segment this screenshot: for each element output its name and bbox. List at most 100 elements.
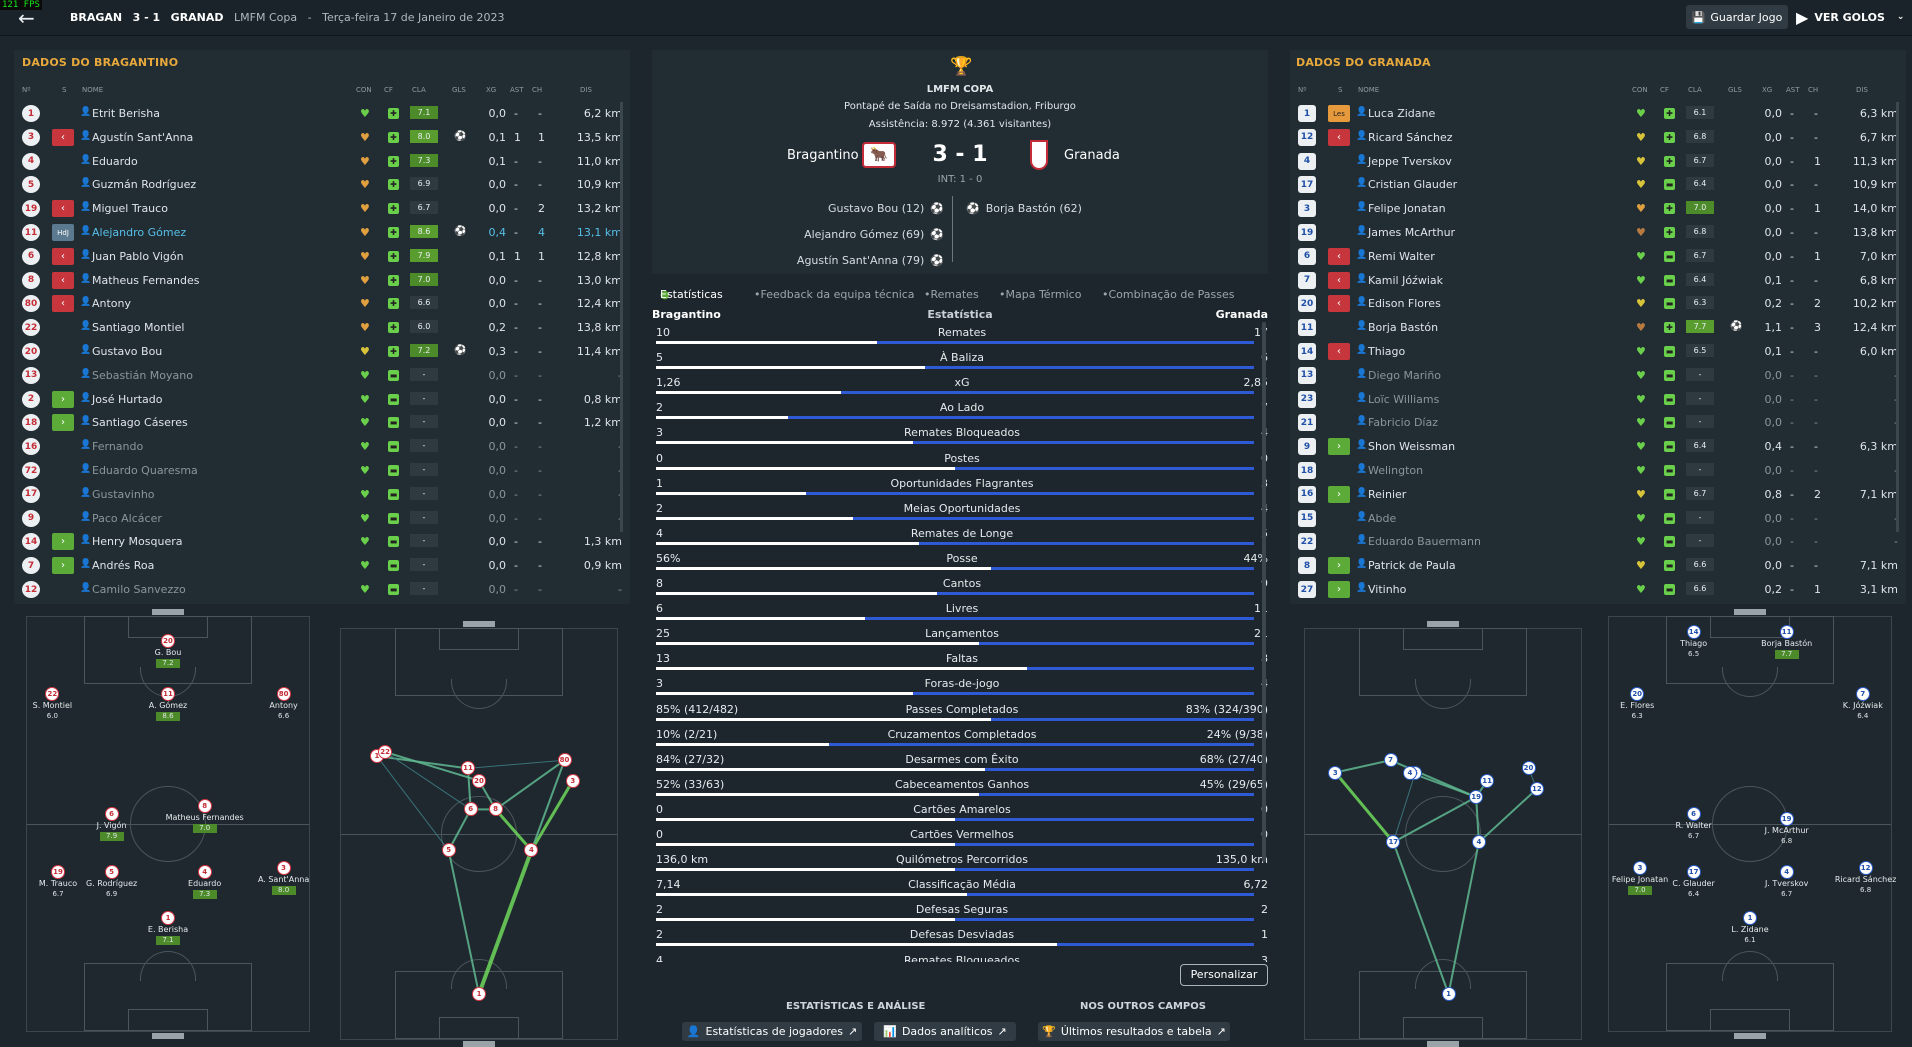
player-row[interactable]: 9👤Paco Alcácer♥▬-0,0--- xyxy=(22,507,622,530)
player-name[interactable]: Etrit Berisha xyxy=(92,107,160,120)
player-token[interactable]: 22 xyxy=(45,687,60,702)
pass-node[interactable]: 1 xyxy=(472,986,486,1001)
player-row[interactable]: 23👤Loïc Williams♥▬-0,0--- xyxy=(1298,388,1898,411)
pass-node[interactable]: 3 xyxy=(565,773,580,788)
player-row[interactable]: 21👤Fabricio Díaz♥▬-0,0--- xyxy=(1298,411,1898,434)
player-name[interactable]: Sebastián Moyano xyxy=(92,368,193,382)
player-name[interactable]: Edison Flores xyxy=(1368,297,1441,311)
player-row[interactable]: 13👤Sebastián Moyano♥▬-0,0--- xyxy=(22,364,622,387)
tab-heatmap[interactable]: • Mapa Térmico xyxy=(999,288,1082,301)
player-row[interactable]: 6 ‹ 👤 Juan Pablo Vigón ♥ ✚ 7.9 0,1 1 1 12,8 km xyxy=(22,245,622,268)
player-token[interactable]: 7 xyxy=(1855,687,1870,702)
table-scrollbar[interactable] xyxy=(620,102,623,532)
player-name[interactable]: Jeppe Tverskov xyxy=(1368,154,1452,168)
player-row[interactable]: 19 👤 James McArthur ♥ ✚ 6.8 0,0- -13,8 km xyxy=(1298,221,1898,244)
player-row[interactable]: 3 👤 Felipe Jonatan ♥ ✚ 7.0 0,0- 1 14,0 km xyxy=(1298,197,1898,220)
pass-node[interactable]: 12 xyxy=(1529,781,1544,796)
player-row[interactable]: 27 › 👤 Vitinho ♥ ▬ 6.6 0,2- 1 3,1 km xyxy=(1298,578,1898,601)
player-token[interactable]: 20 xyxy=(161,633,175,648)
player-name[interactable]: Santiago Montiel xyxy=(92,321,185,335)
player-row[interactable]: 4 👤 Jeppe Tverskov ♥ ✚ 6.7 0,0- 1 11,3 km xyxy=(1298,150,1898,173)
player-name[interactable]: Welington xyxy=(1368,464,1424,477)
player-row[interactable]: 16 › 👤 Reinier ♥ ▬ 6.7 0,8- 2 7,1 km xyxy=(1298,483,1898,506)
player-row[interactable]: 7 ‹ 👤 Kamil Jóźwiak ♥ ▬ 6.4 0,1- -6,8 km xyxy=(1298,269,1898,292)
player-token[interactable]: 11 xyxy=(1779,625,1794,640)
player-name[interactable]: Ricard Sánchez xyxy=(1368,130,1453,144)
player-token[interactable]: 3 xyxy=(1633,861,1648,876)
player-name[interactable]: Patrick de Paula xyxy=(1368,559,1456,573)
player-row[interactable]: 13👤Diego Mariño♥▬-0,0--- xyxy=(1298,364,1898,387)
player-name[interactable]: Andrés Roa xyxy=(92,559,155,573)
player-token[interactable]: 1 xyxy=(1743,910,1757,925)
player-row[interactable]: 11 👤 Borja Bastón ♥ ✚ 7.7 ⚽ 1,1- 3 12,4 km xyxy=(1298,316,1898,339)
player-token[interactable]: 4 xyxy=(1779,865,1794,880)
player-token[interactable]: 19 xyxy=(1779,811,1794,826)
player-token[interactable]: 17 xyxy=(1686,865,1701,880)
player-token[interactable]: 14 xyxy=(1686,625,1701,640)
player-name[interactable]: Camilo Sanvezzo xyxy=(92,583,186,596)
player-row[interactable]: 80 ‹ 👤 Antony ♥ ✚ 6.6 0,0- -12,4 km xyxy=(22,292,622,315)
pass-node[interactable]: 17 xyxy=(1386,835,1401,850)
player-row[interactable]: 16👤Fernando♥▬-0,0--- xyxy=(22,435,622,458)
player-name[interactable]: Eduardo xyxy=(92,154,138,168)
player-row[interactable]: 5 👤 Guzmán Rodríguez ♥ ✚ 6.9 0,0- -10,9 km xyxy=(22,173,622,196)
player-token[interactable]: 3 xyxy=(276,861,291,876)
player-stats-button[interactable]: 👤 Estatísticas de jogadores ↗ xyxy=(682,1022,862,1041)
player-row[interactable]: 14 › 👤 Henry Mosquera ♥ ▬ -0,0- -1,3 km xyxy=(22,530,622,553)
pass-node[interactable]: 11 xyxy=(460,761,475,776)
pass-node[interactable]: 4 xyxy=(1471,835,1486,850)
player-row[interactable]: 1 Les 👤 Luca Zidane ♥ ✚ 6.1 0,0- -6,3 km xyxy=(1298,102,1898,125)
player-row[interactable]: 20 ‹ 👤 Edison Flores ♥ ▬ 6.3 0,2- 2 10,2 km xyxy=(1298,292,1898,315)
pass-node[interactable]: 19 xyxy=(1469,790,1484,805)
pass-node[interactable]: 1 xyxy=(1441,986,1456,1001)
player-name[interactable]: Loïc Williams xyxy=(1368,392,1440,406)
player-token[interactable]: 20 xyxy=(1630,687,1645,702)
player-row[interactable]: 1 👤 Etrit Berisha ♥ ✚ 7.1 0,0- -6,2 km xyxy=(22,102,622,125)
player-row[interactable]: 8 ‹ 👤 Matheus Fernandes ♥ ✚ 7.0 0,0- -13,0 km xyxy=(22,269,622,292)
player-token[interactable]: 6 xyxy=(1686,807,1701,822)
player-row[interactable]: 6 ‹ 👤 Remi Walter ♥ ▬ 6.7 0,0- 1 7,0 km xyxy=(1298,245,1898,268)
player-name[interactable]: Shon Weissman xyxy=(1368,440,1456,454)
player-name[interactable]: Fabricio Díaz xyxy=(1368,416,1438,430)
player-row[interactable]: 22 👤 Santiago Montiel ♥ ✚ 6.0 0,2- -13,8 km xyxy=(22,316,622,339)
player-name[interactable]: Alejandro Gómez xyxy=(92,226,187,239)
player-token[interactable]: 1 xyxy=(161,910,175,925)
player-name[interactable]: Matheus Fernandes xyxy=(92,273,200,287)
pass-node[interactable]: 80 xyxy=(557,753,572,768)
player-name[interactable]: Agustín Sant'Anna xyxy=(92,130,194,144)
player-token[interactable]: 12 xyxy=(1858,861,1873,876)
player-name[interactable]: Borja Bastón xyxy=(1368,321,1439,335)
player-row[interactable]: 18👤Welington♥▬-0,0--- xyxy=(1298,459,1898,482)
player-name[interactable]: José Hurtado xyxy=(92,392,163,406)
player-row[interactable]: 15👤Abde♥▬-0,0--- xyxy=(1298,507,1898,530)
player-name[interactable]: Guzmán Rodríguez xyxy=(92,178,197,192)
player-row[interactable]: 12 ‹ 👤 Ricard Sánchez ♥ ✚ 6.8 0,0- -6,7 km xyxy=(1298,126,1898,149)
player-row[interactable]: 72👤Eduardo Quaresma♥▬-0,0--- xyxy=(22,459,622,482)
player-row[interactable]: 9 › 👤 Shon Weissman ♥ ▬ 6.4 0,4- -6,3 km xyxy=(1298,435,1898,458)
player-row[interactable]: 17👤Gustavinho♥▬-0,0--- xyxy=(22,483,622,506)
player-token[interactable]: 11 xyxy=(161,687,175,702)
player-name[interactable]: Diego Mariño xyxy=(1368,368,1442,382)
player-name[interactable]: Felipe Jonatan xyxy=(1368,202,1446,216)
player-name[interactable]: Luca Zidane xyxy=(1368,107,1436,120)
tab-pass-combinations[interactable]: • Combinação de Passes xyxy=(1102,288,1235,301)
player-name[interactable]: Remi Walter xyxy=(1368,249,1435,263)
pass-node[interactable]: 20 xyxy=(1521,761,1536,776)
latest-results-button[interactable]: 🏆 Últimos resultados e tabela ↗ xyxy=(1038,1022,1230,1041)
player-name[interactable]: Miguel Trauco xyxy=(92,202,168,216)
player-name[interactable]: Gustavo Bou xyxy=(92,345,163,358)
player-row[interactable]: 3 ‹ 👤 Agustín Sant'Anna ♥ ✚ 8.0 ⚽ 0,1 1 1 13,5 km xyxy=(22,126,622,149)
player-token[interactable]: 6 xyxy=(104,807,119,822)
pass-node[interactable]: 6 xyxy=(463,802,478,817)
player-row[interactable]: 4 👤 Eduardo ♥ ✚ 7.3 0,1- -11,0 km xyxy=(22,150,622,173)
player-name[interactable]: Gustavinho xyxy=(92,487,155,501)
player-row[interactable]: 22 👤 Eduardo Bauermann ♥ ▬ -0,0- - - xyxy=(1298,530,1898,553)
player-name[interactable]: Henry Mosquera xyxy=(92,535,183,549)
player-row[interactable]: 17 👤 Cristian Glauder ♥ ▬ 6.4 0,0- -10,9 km xyxy=(1298,173,1898,196)
pass-node[interactable]: 7 xyxy=(1383,753,1398,768)
pass-node[interactable]: 4 xyxy=(1402,765,1417,780)
player-name[interactable]: Kamil Jóźwiak xyxy=(1368,273,1443,287)
player-name[interactable]: James McArthur xyxy=(1368,226,1456,239)
stats-scrollbar[interactable] xyxy=(1262,322,1266,862)
player-name[interactable]: Reinier xyxy=(1368,487,1407,501)
